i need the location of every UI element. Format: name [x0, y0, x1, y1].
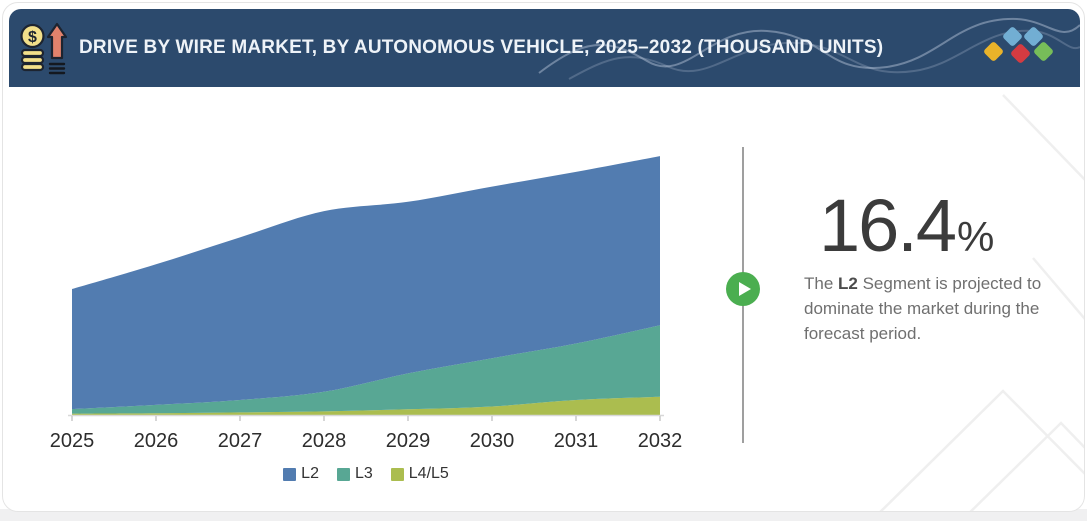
insight-suffix: Segment is projected to dominate the mar…: [804, 274, 1042, 343]
legend-swatch: [390, 467, 404, 481]
x-axis-label: 2026: [134, 430, 179, 452]
legend-label: L2: [301, 465, 319, 482]
stacked-area-chart: 2025 2026 2027 2028 2029 2030 2031 2032: [50, 156, 683, 452]
play-icon: [739, 282, 751, 296]
x-axis-label: 2031: [554, 430, 599, 452]
legend-swatch: [336, 467, 350, 481]
page-bottom-strip: [0, 509, 1087, 521]
x-axis-label: 2029: [386, 430, 431, 452]
stat-number: 16.4: [819, 184, 957, 267]
header: $ DRIVE BY WIRE MARKET, BY AUTONOMOUS VE…: [9, 9, 1080, 87]
x-axis-label: 2027: [218, 430, 263, 452]
legend-swatch: [283, 467, 297, 481]
svg-text:$: $: [28, 29, 37, 46]
money-growth-icon: $: [20, 22, 68, 75]
legend-item-l3: L3: [336, 465, 373, 483]
area-series-l4l5: [72, 396, 660, 415]
x-axis-label: 2030: [470, 430, 515, 452]
insight-text: The L2 Segment is projected to dominate …: [804, 271, 1056, 346]
legend-label: L4/L5: [408, 465, 449, 482]
page-title: DRIVE BY WIRE MARKET, BY AUTONOMOUS VEHI…: [79, 37, 884, 58]
x-axis-label: 2028: [302, 430, 347, 452]
play-button[interactable]: [726, 272, 760, 306]
legend-item-l2: L2: [283, 465, 319, 483]
area-series-l3: [72, 325, 660, 414]
chart-legend: L2 L3 L4/L5: [72, 465, 660, 483]
area-series-l2: [72, 156, 660, 410]
stat-value: 16.4 %: [819, 189, 994, 263]
x-axis-label: 2025: [50, 430, 95, 452]
insight-prefix: The: [804, 274, 839, 293]
legend-item-l4l5: L4/L5: [390, 465, 449, 483]
stat-unit: %: [957, 213, 995, 260]
insight-highlight: L2: [838, 274, 858, 293]
infographic-card: $ DRIVE BY WIRE MARKET, BY AUTONOMOUS VE…: [2, 2, 1085, 512]
x-axis-label: 2032: [638, 430, 683, 452]
legend-label: L3: [354, 465, 373, 482]
